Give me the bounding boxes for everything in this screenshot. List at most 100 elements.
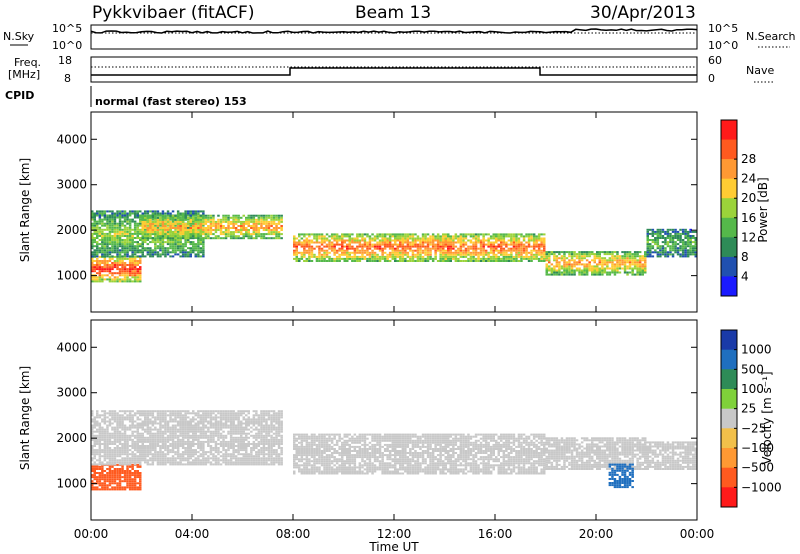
heatmap-cell <box>277 227 281 229</box>
heatmap-cell <box>149 457 152 460</box>
heatmap-cell <box>219 428 223 431</box>
heatmap-cell <box>214 428 218 431</box>
heatmap-cell <box>121 264 124 266</box>
heatmap-cell <box>659 232 662 235</box>
heatmap-cell <box>161 237 165 240</box>
heatmap-cell <box>98 232 102 235</box>
heatmap-cell <box>96 210 99 213</box>
heatmap-cell <box>192 222 195 225</box>
heatmap-cell <box>141 251 144 254</box>
heatmap-cell <box>661 245 665 248</box>
heatmap-cell <box>459 247 463 250</box>
heatmap-cell <box>247 218 250 221</box>
heatmap-cell <box>512 237 516 240</box>
heatmap-cell <box>227 216 230 219</box>
heatmap-cell <box>414 241 417 244</box>
heatmap-cell <box>199 447 203 449</box>
heatmap-cell <box>489 241 493 244</box>
heatmap-cell <box>447 251 450 254</box>
heatmap-cell <box>151 436 155 439</box>
heatmap-cell <box>305 233 309 236</box>
heatmap-cell <box>525 251 528 254</box>
heatmap-cell <box>106 253 109 256</box>
heatmap-cell <box>197 251 200 254</box>
heatmap-cell <box>560 257 564 260</box>
heatmap-cell <box>507 255 511 258</box>
heatmap-cell <box>189 224 192 227</box>
heatmap-cell <box>293 243 296 246</box>
beam-title: Beam 13 <box>355 3 431 23</box>
heatmap-cell <box>436 235 440 238</box>
heatmap-cell <box>116 216 119 219</box>
heatmap-cell <box>139 472 142 474</box>
heatmap-cell <box>308 239 311 242</box>
heatmap-cell <box>686 245 690 248</box>
heatmap-cell <box>424 251 427 254</box>
heatmap-cell <box>537 260 541 262</box>
heatmap-cell <box>217 222 220 225</box>
heatmap-cell <box>308 245 311 248</box>
heatmap-cell <box>169 222 172 225</box>
heatmap-cell <box>616 265 619 268</box>
heatmap-cell <box>176 216 180 219</box>
heatmap-cell <box>530 235 533 238</box>
heatmap-cell <box>113 243 117 246</box>
heatmap-cell <box>245 233 248 236</box>
heatmap-cell <box>111 470 114 472</box>
heatmap-cell <box>187 214 190 217</box>
heatmap-cell <box>250 214 253 217</box>
heatmap-cell <box>252 229 256 231</box>
heatmap-cell <box>232 422 235 425</box>
heatmap-cell <box>335 235 339 238</box>
heatmap-cell <box>232 453 235 456</box>
heatmap-cell <box>651 245 655 248</box>
heatmap-cell <box>126 276 129 279</box>
heatmap-cell <box>91 474 94 477</box>
heatmap-cell <box>184 443 187 445</box>
heatmap-cell <box>628 271 632 274</box>
heatmap-cell <box>444 260 447 262</box>
heatmap-cell <box>161 434 165 437</box>
heatmap-cell <box>388 253 392 256</box>
heatmap-cell <box>113 220 117 223</box>
heatmap-cell <box>154 247 157 250</box>
heatmap-cell <box>323 253 326 256</box>
heatmap-cell <box>131 438 134 441</box>
heatmap-cell <box>656 235 660 237</box>
heatmap-cell <box>431 260 435 262</box>
heatmap-cell <box>166 220 170 223</box>
heatmap-cell <box>467 251 470 254</box>
heatmap-cell <box>111 412 114 415</box>
heatmap-cell <box>101 410 104 413</box>
heatmap-cell <box>237 231 240 234</box>
heatmap-cell <box>98 260 102 262</box>
heatmap-cell <box>479 257 483 260</box>
heatmap-cell <box>116 253 119 256</box>
heatmap-cell <box>118 453 122 456</box>
heatmap-cell <box>108 410 112 413</box>
heatmap-cell <box>111 463 114 466</box>
heatmap-cell <box>136 410 139 413</box>
heatmap-cell <box>474 241 478 244</box>
heatmap-cell <box>98 455 102 458</box>
heatmap-cell <box>98 218 102 221</box>
heatmap-cell <box>116 239 119 241</box>
heatmap-cell <box>454 245 458 248</box>
heatmap-cell <box>442 249 445 252</box>
heatmap-cell <box>199 233 203 236</box>
heatmap-cell <box>636 269 639 272</box>
heatmap-cell <box>103 447 107 449</box>
heatmap-cell <box>121 416 124 419</box>
heatmap-cell <box>234 222 238 225</box>
heatmap-cell <box>416 237 420 240</box>
heatmap-cell <box>207 428 210 431</box>
heatmap-cell <box>151 424 155 427</box>
heatmap-cell <box>133 268 137 271</box>
heatmap-cell <box>131 486 134 489</box>
heatmap-cell <box>118 251 122 254</box>
noise-panel-frame <box>90 24 698 50</box>
heatmap-cell <box>310 245 314 248</box>
heatmap-cell <box>469 255 473 258</box>
heatmap-cell <box>111 235 114 237</box>
